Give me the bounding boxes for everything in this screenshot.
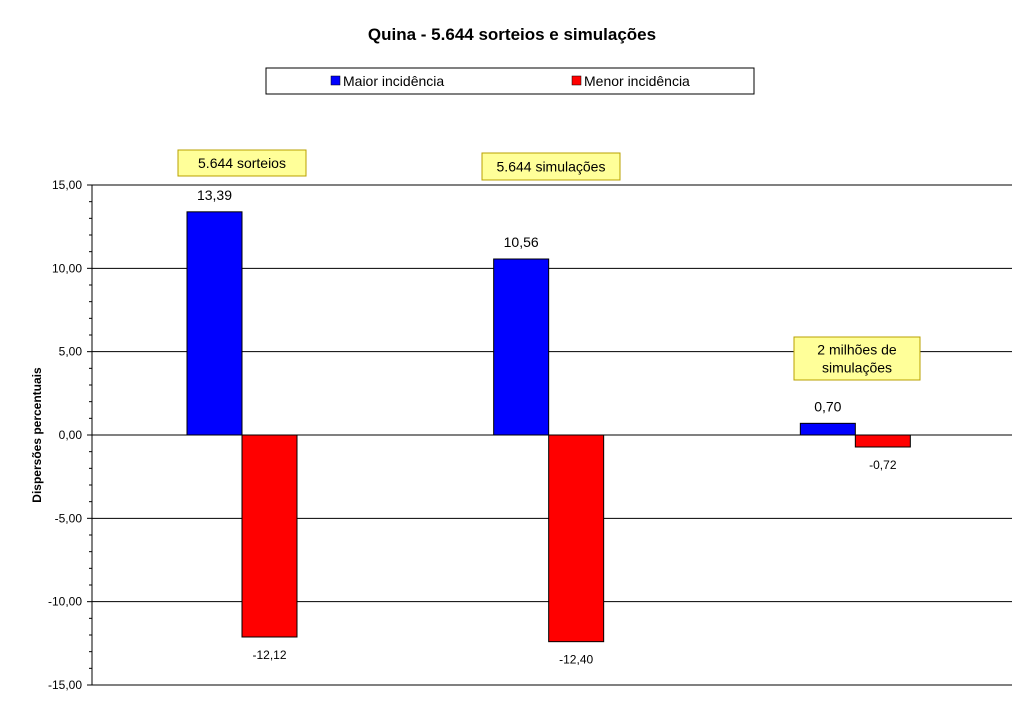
data-label: -12,40 xyxy=(559,653,593,667)
bar-menor-3 xyxy=(854,434,911,448)
annotation-box xyxy=(481,152,621,181)
legend-swatch-maior xyxy=(330,75,341,86)
annotation-text: 2 milhões de xyxy=(817,342,897,358)
y-tick-label: 15,00 xyxy=(52,178,82,192)
annotation-text: 5.644 sorteios xyxy=(198,155,286,171)
annotation-text: 5.644 simulações xyxy=(497,159,606,175)
y-axis-label: Dispersões percentuais xyxy=(30,367,44,503)
plot-area: 15,00 10,00 5,00 0,00 -5,00 -10,00 -15,00 13,39… xyxy=(48,149,1012,692)
legend-label-menor: Menor incidência xyxy=(584,73,690,89)
bar-menor-1 xyxy=(241,434,298,638)
y-tick-label: 10,00 xyxy=(52,261,82,275)
annotation-box xyxy=(793,336,921,381)
legend-label-maior: Maior incidência xyxy=(343,73,444,89)
data-label: 13,39 xyxy=(197,187,232,203)
bar-maior-3 xyxy=(799,422,856,436)
legend-box xyxy=(265,67,755,95)
y-tick-label: -15,00 xyxy=(48,678,82,692)
annotation-box xyxy=(177,149,307,177)
y-tick-label: 0,00 xyxy=(59,428,83,442)
bar-maior-2 xyxy=(493,258,550,436)
data-label: -0,72 xyxy=(869,458,897,472)
legend: Maior incidência Menor incidência xyxy=(265,67,755,95)
data-label: 0,70 xyxy=(814,398,841,414)
y-tick-label: 5,00 xyxy=(59,345,83,359)
y-tick-label: -10,00 xyxy=(48,595,82,609)
legend-swatch-menor xyxy=(571,75,582,86)
y-tick-label: -5,00 xyxy=(55,511,83,525)
bar-maior-1 xyxy=(186,211,243,436)
data-label: 10,56 xyxy=(504,234,539,250)
data-label: -12,12 xyxy=(252,648,286,662)
annotation-text: simulações xyxy=(822,360,892,376)
bar-menor-2 xyxy=(548,434,605,643)
chart-title: Quina - 5.644 sorteios e simulações xyxy=(368,25,656,44)
